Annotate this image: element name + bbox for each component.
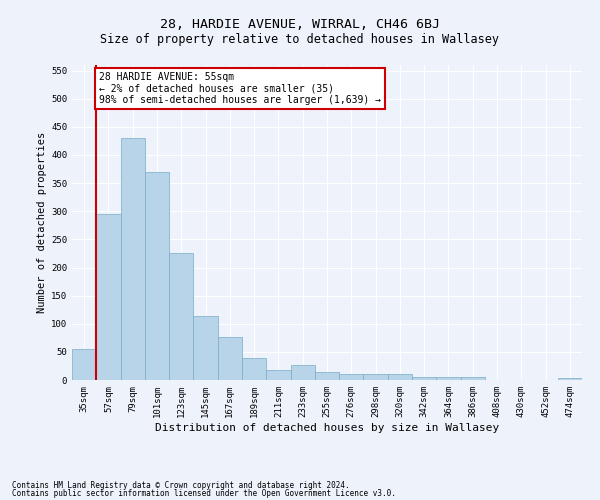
Bar (266, 370, 290, 380)
Text: 28, HARDIE AVENUE, WIRRAL, CH46 6BJ: 28, HARDIE AVENUE, WIRRAL, CH46 6BJ (160, 18, 440, 30)
Bar (412, 376, 436, 380)
Text: 28 HARDIE AVENUE: 55sqm
← 2% of detached houses are smaller (35)
98% of semi-det: 28 HARDIE AVENUE: 55sqm ← 2% of detached… (99, 72, 381, 105)
Bar (242, 358, 266, 380)
Bar (121, 138, 145, 380)
Bar (218, 336, 242, 380)
Bar (364, 374, 388, 380)
Bar (145, 172, 169, 380)
Bar (558, 378, 582, 380)
Y-axis label: Number of detached properties: Number of detached properties (37, 132, 47, 313)
Bar (72, 349, 96, 380)
Bar (339, 374, 364, 380)
Bar (461, 376, 485, 380)
X-axis label: Distribution of detached houses by size in Wallasey: Distribution of detached houses by size … (155, 422, 499, 432)
Bar (436, 377, 461, 380)
Bar (96, 214, 121, 380)
Bar (388, 374, 412, 380)
Bar (169, 254, 193, 380)
Text: Contains HM Land Registry data © Crown copyright and database right 2024.: Contains HM Land Registry data © Crown c… (12, 480, 350, 490)
Bar (315, 372, 339, 380)
Bar (290, 365, 315, 380)
Text: Size of property relative to detached houses in Wallasey: Size of property relative to detached ho… (101, 32, 499, 46)
Text: Contains public sector information licensed under the Open Government Licence v3: Contains public sector information licen… (12, 489, 396, 498)
Bar (193, 316, 218, 380)
